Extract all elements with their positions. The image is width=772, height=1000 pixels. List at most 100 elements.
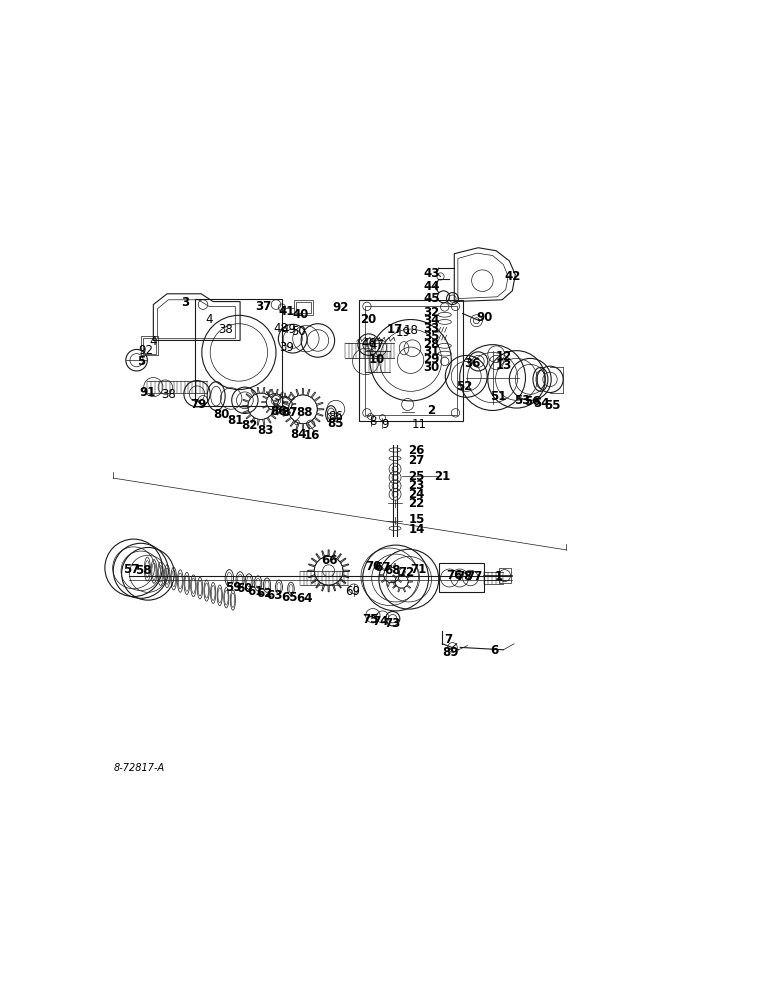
Text: 35: 35 <box>423 330 440 343</box>
Text: 23: 23 <box>408 479 425 492</box>
Bar <box>364 306 457 415</box>
Text: 38: 38 <box>161 388 176 401</box>
Text: 58: 58 <box>135 564 151 577</box>
Text: 4: 4 <box>205 313 213 326</box>
Text: 73: 73 <box>384 617 401 630</box>
Text: 91: 91 <box>139 386 155 399</box>
Text: 38: 38 <box>218 323 232 336</box>
Text: 43: 43 <box>423 267 440 280</box>
Text: 45: 45 <box>423 292 440 305</box>
Text: 8: 8 <box>369 415 377 428</box>
Text: 16: 16 <box>303 429 320 442</box>
Text: 82: 82 <box>242 419 258 432</box>
Text: 50: 50 <box>291 325 306 338</box>
Text: 86: 86 <box>328 410 344 423</box>
Bar <box>294 300 313 315</box>
Text: 9: 9 <box>381 418 388 431</box>
Text: 88: 88 <box>296 406 313 419</box>
Text: 69: 69 <box>345 585 360 598</box>
Text: 53: 53 <box>514 394 530 407</box>
Bar <box>141 336 158 355</box>
Text: 74: 74 <box>373 615 389 628</box>
Text: 49: 49 <box>282 323 296 336</box>
Text: 10: 10 <box>368 353 384 366</box>
Text: 25: 25 <box>408 470 425 483</box>
Text: 15: 15 <box>408 513 425 526</box>
Text: 27: 27 <box>408 454 425 467</box>
Text: 92: 92 <box>333 301 349 314</box>
Text: 26: 26 <box>408 444 425 457</box>
Bar <box>327 413 340 421</box>
Text: 42: 42 <box>504 270 520 283</box>
Text: 57: 57 <box>123 563 140 576</box>
Text: 32: 32 <box>423 306 440 319</box>
Bar <box>438 563 483 592</box>
Text: 89: 89 <box>442 646 459 659</box>
Text: 17: 17 <box>386 323 402 336</box>
Text: 29: 29 <box>423 353 440 366</box>
Text: 4: 4 <box>150 335 157 348</box>
Text: 83: 83 <box>257 424 273 437</box>
Text: 92: 92 <box>138 344 153 357</box>
Text: 14: 14 <box>408 523 425 536</box>
Text: 78: 78 <box>456 570 472 583</box>
Text: 8-72817-A: 8-72817-A <box>113 763 164 773</box>
Text: 5: 5 <box>137 355 145 368</box>
Text: 79: 79 <box>190 398 206 411</box>
Text: 62: 62 <box>256 587 273 600</box>
Text: 30: 30 <box>423 361 440 374</box>
Text: 75: 75 <box>362 613 379 626</box>
Text: 6: 6 <box>490 644 499 657</box>
Text: 68: 68 <box>384 564 401 577</box>
Text: 71: 71 <box>410 563 426 576</box>
Text: 48: 48 <box>273 322 288 335</box>
Text: 63: 63 <box>266 589 283 602</box>
Text: 84: 84 <box>290 428 307 441</box>
Text: 64: 64 <box>296 592 313 605</box>
Text: 13: 13 <box>495 359 512 372</box>
Text: 65: 65 <box>281 591 297 604</box>
Text: 7: 7 <box>444 633 452 646</box>
Text: 20: 20 <box>361 313 377 326</box>
Bar <box>296 302 311 313</box>
Text: 39: 39 <box>279 341 294 354</box>
Text: 54: 54 <box>533 397 550 410</box>
Bar <box>358 300 463 421</box>
Text: 67: 67 <box>374 561 391 574</box>
Text: 60: 60 <box>237 582 253 595</box>
Text: 59: 59 <box>225 581 241 594</box>
Text: 3: 3 <box>181 296 189 309</box>
Text: 61: 61 <box>247 585 263 598</box>
Text: 34: 34 <box>423 314 440 327</box>
Text: 28: 28 <box>423 338 440 351</box>
Text: 52: 52 <box>456 380 472 393</box>
Text: 55: 55 <box>544 399 560 412</box>
Text: 76: 76 <box>446 569 462 582</box>
Text: 18: 18 <box>404 324 418 337</box>
Text: 47: 47 <box>369 339 384 352</box>
Text: 11: 11 <box>412 418 427 431</box>
Text: 40: 40 <box>293 308 310 321</box>
Text: 72: 72 <box>398 566 415 579</box>
Text: 33: 33 <box>423 322 440 335</box>
Text: 36: 36 <box>464 357 480 370</box>
Text: 90: 90 <box>476 311 493 324</box>
Text: 24: 24 <box>408 488 425 501</box>
Text: 44: 44 <box>423 280 440 293</box>
Text: 86: 86 <box>271 405 287 418</box>
Text: 87: 87 <box>281 406 297 419</box>
Text: 80: 80 <box>213 408 229 421</box>
Text: 51: 51 <box>490 390 506 403</box>
Text: 85: 85 <box>327 417 344 430</box>
Text: 19: 19 <box>395 326 411 339</box>
Text: 22: 22 <box>408 497 425 510</box>
Text: 21: 21 <box>434 470 450 483</box>
Text: 56: 56 <box>524 395 540 408</box>
Text: 81: 81 <box>227 414 243 427</box>
Text: 66: 66 <box>322 554 338 567</box>
Text: 77: 77 <box>466 570 482 583</box>
Text: 70: 70 <box>365 560 381 573</box>
Text: 46: 46 <box>361 337 376 350</box>
Text: 37: 37 <box>255 300 271 313</box>
Text: 31: 31 <box>423 345 440 358</box>
